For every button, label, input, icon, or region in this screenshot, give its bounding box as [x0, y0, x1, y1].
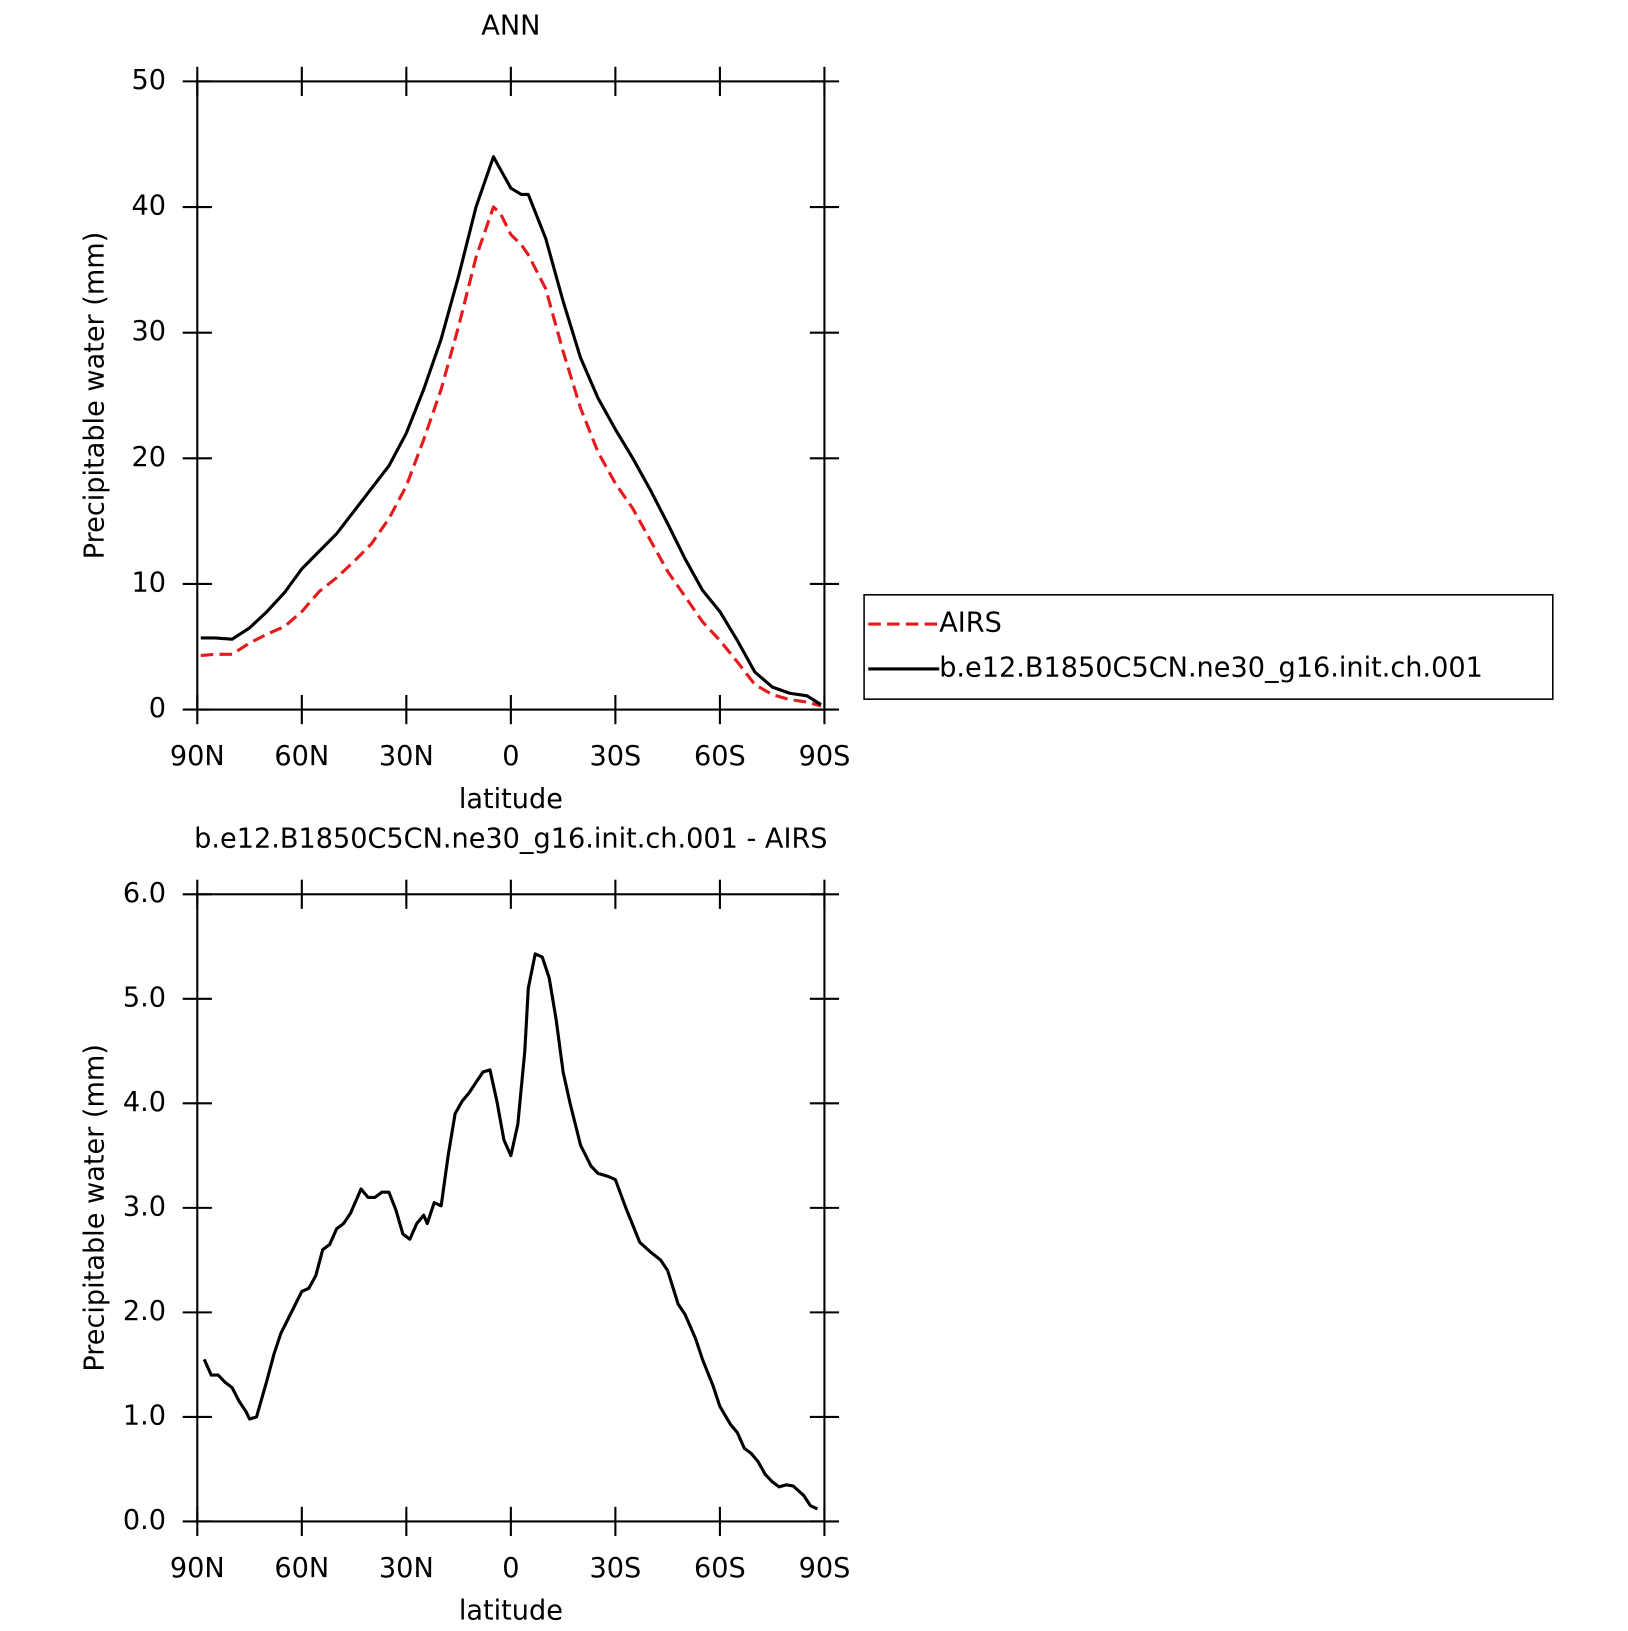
x-tick-label: 0	[502, 741, 519, 772]
y-tick-label: 2.0	[123, 1296, 166, 1327]
chart-title: b.e12.B1850C5CN.ne30_g16.init.ch.001 - A…	[194, 824, 827, 855]
y-tick-label: 4.0	[123, 1087, 166, 1118]
y-tick-label: 10	[131, 567, 166, 598]
y-tick-label: 40	[131, 191, 166, 222]
y-tick-label: 50	[131, 65, 166, 96]
y-tick-label: 5.0	[123, 982, 166, 1013]
y-tick-label: 0	[149, 693, 166, 724]
legend-label: b.e12.B1850C5CN.ne30_g16.init.ch.001	[939, 652, 1483, 683]
x-tick-label: 30N	[379, 741, 434, 772]
x-tick-label: 30S	[590, 741, 642, 772]
x-axis-label: latitude	[459, 1596, 563, 1627]
x-tick-label: 90N	[170, 1553, 225, 1584]
x-tick-label: 0	[502, 1553, 519, 1584]
y-axis-label: Precipitable water (mm)	[80, 1044, 111, 1372]
data-line	[200, 155, 822, 706]
x-tick-label: 30S	[590, 1553, 642, 1584]
data-line	[202, 952, 819, 1511]
y-tick-label: 20	[131, 442, 166, 473]
plot-frame	[196, 893, 826, 1523]
x-tick-label: 90S	[799, 1553, 851, 1584]
y-tick-label: 0.0	[123, 1505, 166, 1536]
legend-box	[863, 594, 1554, 700]
data-line	[200, 205, 822, 708]
y-tick-label: 3.0	[123, 1191, 166, 1222]
plot-frame	[196, 80, 826, 711]
x-tick-label: 60S	[694, 741, 746, 772]
y-tick-label: 30	[131, 316, 166, 347]
x-tick-label: 60S	[694, 1553, 746, 1584]
x-tick-label: 60N	[274, 741, 329, 772]
x-tick-label: 90N	[170, 741, 225, 772]
y-tick-label: 1.0	[123, 1400, 166, 1431]
y-tick-label: 6.0	[123, 878, 166, 909]
legend-label: AIRS	[939, 608, 1002, 639]
x-tick-label: 30N	[379, 1553, 434, 1584]
x-tick-label: 60N	[274, 1553, 329, 1584]
x-tick-label: 90S	[799, 741, 851, 772]
chart-title: ANN	[481, 11, 540, 42]
y-axis-label: Precipitable water (mm)	[80, 232, 111, 560]
x-axis-label: latitude	[459, 784, 563, 815]
